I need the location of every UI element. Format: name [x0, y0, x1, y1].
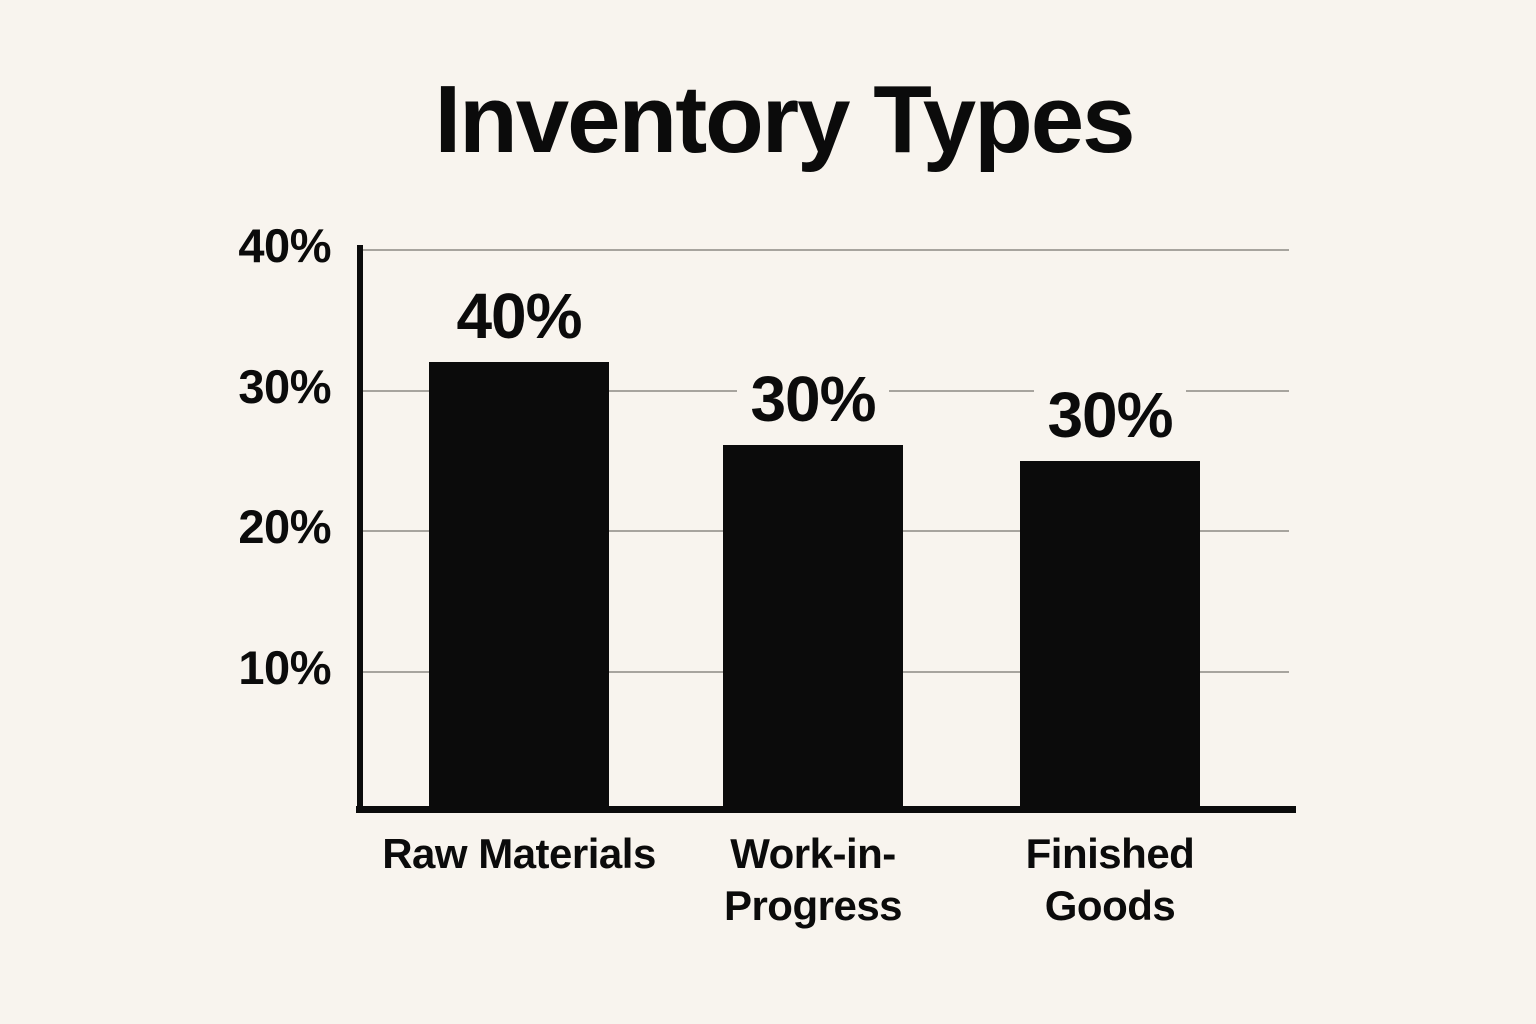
bar-value-label-wrap-finished-goods: 30%	[940, 379, 1280, 451]
bar-value-label-raw-materials: 40%	[443, 280, 595, 352]
x-axis-category-label-work-in-progress: Work-in- Progress	[723, 830, 903, 930]
chart-title: Inventory Types	[434, 66, 1135, 173]
gridline-40%	[360, 249, 1289, 251]
bar-work-in-progress	[723, 445, 903, 812]
bar-raw-materials	[429, 362, 609, 812]
bar-value-label-wrap-work-in-progress: 30%	[643, 363, 983, 435]
y-axis-line	[357, 245, 363, 813]
bar-value-label-finished-goods: 30%	[1034, 379, 1186, 451]
bar-finished-goods	[1020, 461, 1200, 812]
y-tick-label-30%: 30%	[238, 359, 331, 413]
y-tick-label-20%: 20%	[238, 500, 331, 553]
x-axis-category-label-raw-materials: Raw Materials	[382, 830, 656, 877]
bar-value-label-wrap-raw-materials: 40%	[349, 280, 689, 352]
y-tick-label-40%: 40%	[238, 219, 331, 272]
x-axis-category-label-finished-goods: Finished Goods	[1025, 830, 1195, 930]
y-tick-label-10%: 10%	[238, 640, 331, 694]
bar-value-label-work-in-progress: 30%	[737, 363, 889, 435]
